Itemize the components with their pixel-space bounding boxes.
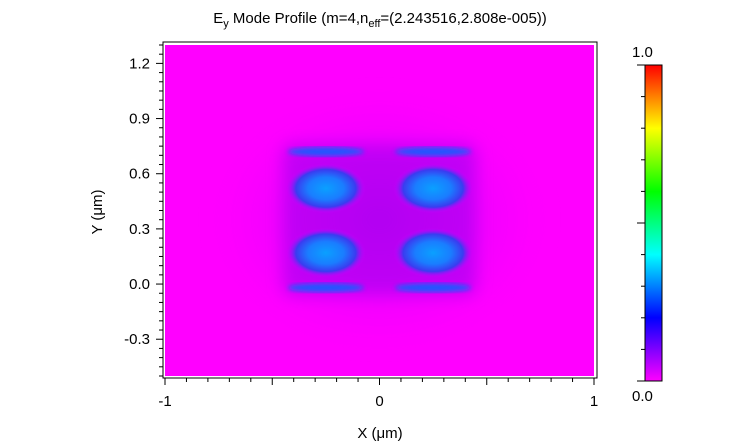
chart-title: Ey Mode Profile (m=4,neff=(2.243516,2.80…	[213, 10, 547, 30]
y-axis-label: Y (μm)	[89, 189, 106, 234]
colorbar-gradient	[644, 64, 663, 382]
mode-field-layer	[204, 84, 555, 355]
heatmap-plot-area	[162, 41, 598, 379]
colorbar-max-label: 1.0	[632, 44, 653, 61]
colorbar-min-label: 0.0	[632, 388, 653, 405]
field-side-band	[395, 147, 472, 157]
x-tick-label: 1	[590, 393, 598, 410]
y-tick-label: 0.6	[129, 166, 150, 183]
x-tick-label: -1	[158, 393, 171, 410]
y-tick-label: 0.0	[129, 276, 150, 293]
x-axis-label: X (μm)	[357, 425, 402, 442]
field-lobe	[393, 227, 474, 278]
field-side-band	[287, 283, 364, 293]
colorbar: 1.0 0.0	[632, 44, 663, 405]
field-side-band	[395, 283, 472, 293]
y-tick-label: 1.2	[129, 55, 150, 72]
y-tick-label: 0.3	[129, 221, 150, 238]
y-axis: -0.3 0.0 0.3 0.6 0.9 1.2	[124, 44, 163, 377]
field-lobe	[285, 163, 366, 214]
colorbar-ticks	[637, 64, 645, 382]
y-tick-label: -0.3	[124, 331, 150, 348]
y-tick-label: 0.9	[129, 111, 150, 128]
field-lobe	[285, 227, 366, 278]
field-side-band	[287, 147, 364, 157]
x-axis: -1 0 1	[158, 378, 598, 410]
x-tick-label: 0	[375, 393, 383, 410]
field-lobe	[393, 163, 474, 214]
